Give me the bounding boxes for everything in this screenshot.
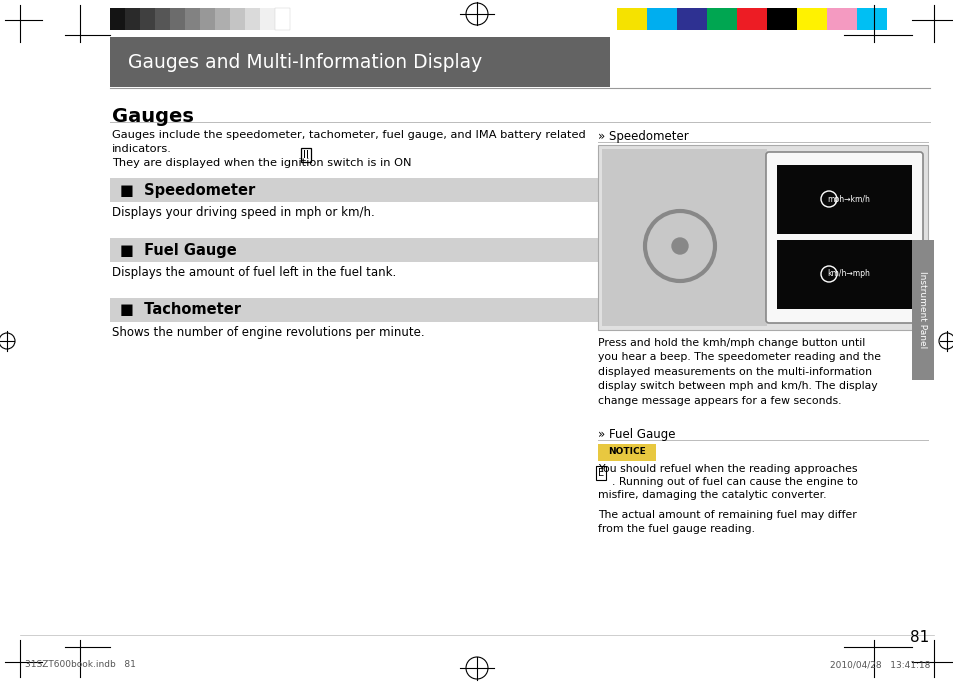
Bar [230,8,245,30]
Bar [776,240,911,309]
Bar [110,238,599,262]
Text: 2010/04/28   13:41:18: 2010/04/28 13:41:18 [829,660,929,669]
Text: Displays the amount of fuel left in the fuel tank.: Displays the amount of fuel left in the … [112,266,395,279]
Text: You should refuel when the reading approaches: You should refuel when the reading appro… [598,464,857,474]
Text: II: II [303,150,309,160]
Bar [140,8,154,30]
Bar [200,8,214,30]
FancyBboxPatch shape [765,152,923,323]
Bar [110,178,599,202]
Bar [737,8,766,30]
Bar [274,8,290,30]
Bar [154,8,170,30]
Text: . Running out of fuel can cause the engine to: . Running out of fuel can cause the engi… [598,477,857,487]
Text: Gauges and Multi-Information Display: Gauges and Multi-Information Display [128,53,482,72]
Bar [185,8,200,30]
Text: ■  Tachometer: ■ Tachometer [120,303,241,318]
Bar [598,444,656,461]
Text: Gauges include the speedometer, tachometer, fuel gauge, and IMA battery related
: Gauges include the speedometer, tachomet… [112,130,585,154]
Text: They are displayed when the ignition switch is in ON: They are displayed when the ignition swi… [112,158,415,168]
Bar [110,8,125,30]
Bar [245,8,260,30]
Bar [170,8,185,30]
Text: » Speedometer: » Speedometer [598,130,688,143]
Text: Displays your driving speed in mph or km/h.: Displays your driving speed in mph or km… [112,206,375,219]
Bar [677,8,706,30]
Text: km/h→mph: km/h→mph [826,269,869,278]
Text: mph→km/h: mph→km/h [826,194,869,203]
Bar [110,37,609,87]
Text: Shows the number of engine revolutions per minute.: Shows the number of engine revolutions p… [112,326,424,339]
Text: ■  Fuel Gauge: ■ Fuel Gauge [120,243,236,258]
Bar [796,8,826,30]
Text: ■  Speedometer: ■ Speedometer [120,183,255,198]
Bar [214,8,230,30]
Bar [776,165,911,234]
Bar [617,8,646,30]
Text: The actual amount of remaining fuel may differ
from the fuel gauge reading.: The actual amount of remaining fuel may … [598,510,856,535]
Bar [598,145,927,330]
Text: Gauges: Gauges [112,107,193,126]
Bar [856,8,886,30]
Text: NOTICE: NOTICE [607,447,645,456]
Text: E: E [598,468,603,478]
Bar [826,8,856,30]
Circle shape [671,238,687,254]
Bar [706,8,737,30]
Text: 31SZT600book.indb   81: 31SZT600book.indb 81 [25,660,135,669]
Bar [260,8,274,30]
Text: » Fuel Gauge: » Fuel Gauge [598,428,675,441]
Bar [766,8,796,30]
Bar [911,240,933,380]
Text: Instrument Panel: Instrument Panel [918,271,926,349]
Text: misfire, damaging the catalytic converter.: misfire, damaging the catalytic converte… [598,490,825,500]
Bar [646,8,677,30]
Bar [110,298,599,322]
Text: Press and hold the kmh/mph change button until
you hear a beep. The speedometer : Press and hold the kmh/mph change button… [598,338,880,406]
Bar [125,8,140,30]
Bar [601,149,766,326]
Text: 81: 81 [909,630,928,645]
